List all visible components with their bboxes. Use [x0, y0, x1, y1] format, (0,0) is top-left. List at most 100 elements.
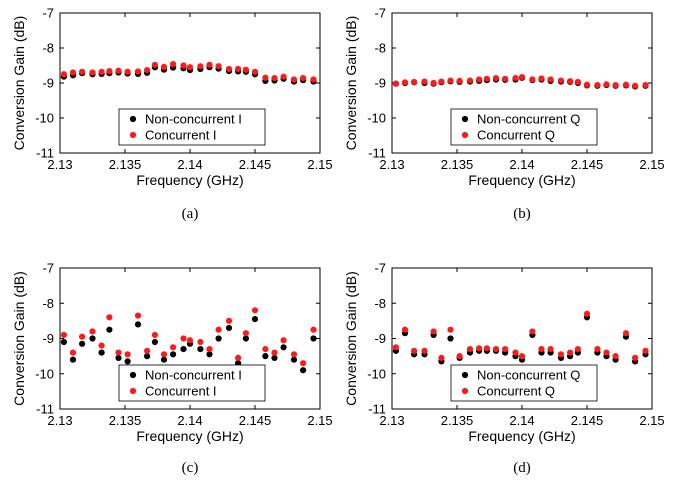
data-point-concurrent	[69, 69, 77, 76]
legend-marker	[129, 371, 137, 379]
data-point-concurrent	[106, 314, 113, 321]
data-point-concurrent	[251, 68, 259, 75]
y-tick-label: -10	[35, 111, 54, 126]
data-point-nonconcurrent	[225, 324, 233, 332]
panel-caption: (b)	[513, 206, 531, 222]
data-point-concurrent	[180, 335, 187, 342]
data-point-concurrent	[529, 328, 536, 335]
panel-caption: (d)	[513, 460, 531, 476]
y-axis-label: Conversion Gain (dB)	[343, 271, 359, 406]
data-point-concurrent	[124, 351, 131, 358]
data-point-nonconcurrent	[251, 316, 259, 323]
data-point-concurrent	[574, 78, 582, 86]
legend-box	[118, 108, 266, 146]
y-tick-label: -7	[42, 6, 54, 21]
data-point-concurrent	[583, 310, 591, 317]
data-point-nonconcurrent	[144, 353, 151, 360]
x-tick-label: 2.145	[239, 413, 272, 428]
x-tick-label: 2.145	[571, 157, 604, 172]
y-axis-label: Conversion Gain (dB)	[11, 271, 27, 406]
data-point-concurrent	[411, 347, 418, 354]
data-point-nonconcurrent	[262, 353, 269, 360]
data-point-concurrent	[271, 349, 278, 356]
data-point-concurrent	[632, 82, 639, 89]
legend-label: Non-concurrent Q	[477, 368, 580, 383]
data-point-concurrent	[98, 68, 105, 75]
y-tick-label: -7	[374, 261, 386, 276]
data-point-concurrent	[518, 353, 526, 360]
data-point-nonconcurrent	[89, 335, 96, 342]
data-point-concurrent	[483, 345, 490, 352]
legend-label: Concurrent Q	[477, 384, 555, 399]
legend-label: Concurrent I	[145, 384, 217, 399]
data-point-concurrent	[512, 349, 519, 356]
panel-caption: (c)	[182, 460, 199, 476]
data-point-concurrent	[98, 342, 105, 349]
data-point-nonconcurrent	[106, 326, 113, 333]
data-point-concurrent	[622, 81, 630, 88]
data-point-nonconcurrent	[271, 354, 278, 361]
data-point-concurrent	[300, 360, 307, 367]
x-axis-label: Frequency (GHz)	[468, 172, 575, 188]
x-tick-label: 2.145	[239, 157, 272, 172]
data-point-concurrent	[502, 345, 509, 353]
data-point-concurrent	[160, 63, 168, 70]
data-point-nonconcurrent	[290, 356, 298, 363]
data-point-concurrent	[89, 69, 96, 76]
data-point-concurrent	[557, 77, 565, 84]
data-point-concurrent	[115, 67, 122, 74]
data-point-concurrent	[466, 345, 474, 353]
data-point-nonconcurrent	[215, 335, 222, 342]
data-point-concurrent	[622, 330, 630, 337]
y-tick-label: -11	[36, 146, 54, 161]
data-point-concurrent	[603, 349, 610, 356]
data-point-concurrent	[438, 78, 445, 85]
x-axis-label: Frequency (GHz)	[136, 428, 243, 444]
data-point-concurrent	[206, 345, 213, 353]
legend-marker	[129, 115, 137, 123]
data-point-concurrent	[300, 75, 307, 82]
data-point-concurrent	[456, 77, 463, 84]
x-tick-label: 2.15	[307, 413, 332, 428]
data-point-concurrent	[401, 326, 409, 333]
data-point-nonconcurrent	[124, 358, 131, 365]
legend-label: Non-concurrent I	[145, 368, 242, 383]
x-tick-label: 2.14	[509, 157, 534, 172]
data-point-concurrent	[447, 77, 454, 84]
y-axis-label: Conversion Gain (dB)	[343, 16, 359, 151]
chart-panel-a: 2.13 2.135 2.14 2.145 2.15 -7 -8 -9 -10 -11 Freque…	[11, 6, 333, 223]
data-point-concurrent	[642, 82, 649, 89]
y-tick-label: -7	[42, 261, 54, 276]
data-point-concurrent	[271, 75, 278, 82]
data-point-concurrent	[594, 345, 601, 353]
chart-panel-b: 2.13 2.135 2.14 2.145 2.15 -7 -8 -9 -10 -11 Freque…	[343, 6, 665, 223]
data-point-concurrent	[547, 345, 554, 353]
y-tick-label: -8	[42, 41, 54, 56]
data-point-concurrent	[583, 81, 591, 88]
legend-marker	[461, 371, 469, 379]
x-tick-label: 2.14	[177, 157, 202, 172]
data-point-concurrent	[89, 328, 96, 335]
y-tick-label: -7	[374, 6, 386, 21]
data-point-concurrent	[144, 347, 151, 354]
data-point-nonconcurrent	[160, 356, 168, 363]
y-tick-label: -10	[367, 366, 386, 381]
legend-marker	[461, 131, 469, 139]
data-point-concurrent	[262, 74, 269, 81]
x-axis-label: Frequency (GHz)	[468, 428, 575, 444]
y-tick-label: -11	[368, 402, 386, 417]
data-point-concurrent	[421, 78, 428, 85]
data-point-concurrent	[144, 66, 151, 74]
data-point-concurrent	[79, 333, 86, 340]
data-point-concurrent	[594, 82, 601, 89]
data-point-concurrent	[310, 326, 317, 333]
data-point-concurrent	[262, 345, 269, 353]
data-point-nonconcurrent	[115, 354, 122, 361]
data-point-concurrent	[538, 75, 545, 82]
data-point-concurrent	[557, 351, 565, 358]
data-point-concurrent	[235, 354, 242, 361]
x-tick-label: 2.13	[379, 157, 404, 172]
